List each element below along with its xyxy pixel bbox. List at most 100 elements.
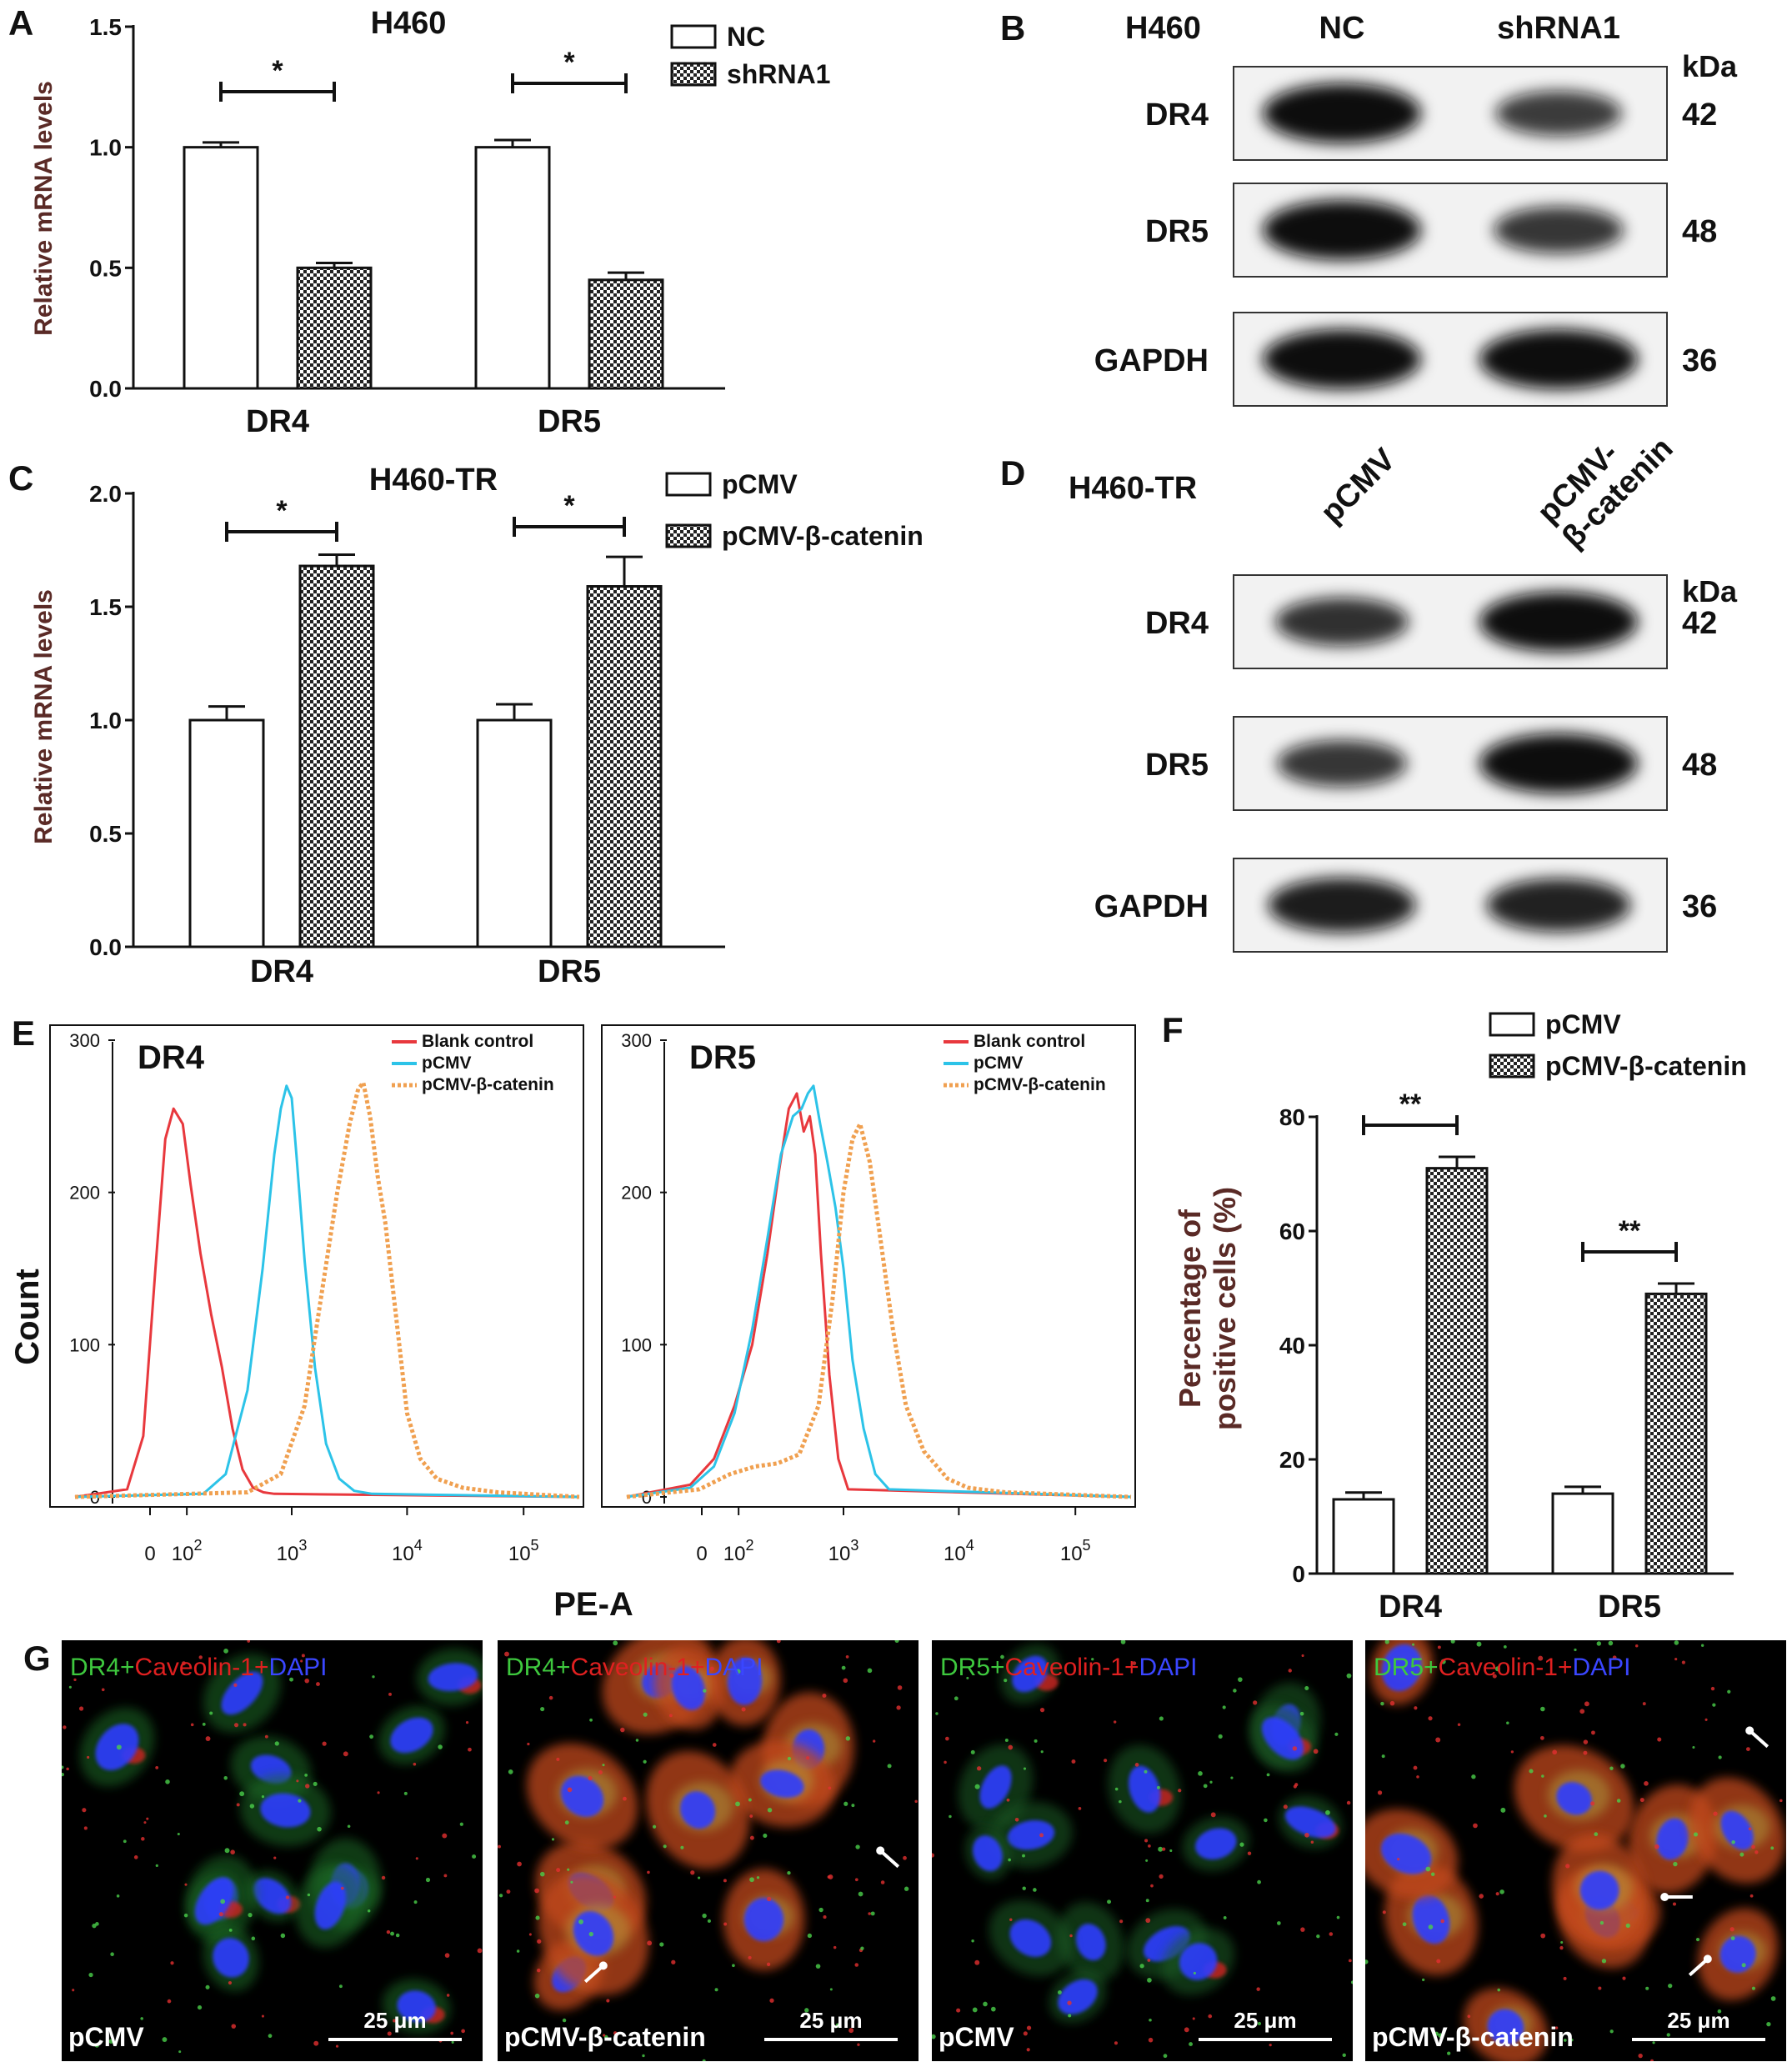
puncta: [1162, 1847, 1166, 1851]
puncta: [1350, 1980, 1353, 1984]
y-tick-label: 1.5: [89, 594, 122, 620]
panel-b: B H460 NC shRNA1 kDa DR4 42 DR5 48 GAPDH 36: [984, 0, 1792, 433]
protein-band: [1479, 592, 1638, 652]
x-category-label: DR4: [250, 954, 313, 989]
puncta: [183, 1913, 188, 1918]
puncta: [340, 1886, 344, 1890]
y-tick-label: 0.5: [89, 821, 122, 847]
y-tick-label: 200: [621, 1183, 652, 1204]
bar: [1551, 1492, 1614, 1575]
puncta: [1645, 1986, 1649, 1990]
puncta: [1559, 1945, 1564, 1950]
puncta: [1729, 1927, 1734, 1932]
puncta: [347, 1824, 351, 1829]
cell-layer: [62, 1640, 483, 2054]
scale-bar-label: 25 μm: [1667, 2008, 1729, 2033]
unit-label: kDa: [1682, 49, 1738, 83]
puncta: [190, 1723, 194, 1727]
puncta: [369, 1734, 374, 1739]
panel-svg: F 0 20 40 60 80 Percentage of positive cells (%…: [1162, 1009, 1747, 1624]
puncta: [1381, 1754, 1385, 1759]
bar: [183, 146, 259, 390]
puncta: [300, 1659, 303, 1663]
puncta: [506, 1889, 511, 1894]
puncta: [459, 1822, 463, 1826]
puncta: [413, 1900, 418, 1904]
nucleus-dapi: [213, 1938, 249, 1978]
cell-line-label: H460-TR: [1069, 471, 1197, 506]
legend-swatch: [1489, 1012, 1535, 1037]
puncta: [548, 1695, 553, 1700]
nucleus-dapi: [314, 1881, 347, 1929]
puncta: [66, 1767, 69, 1771]
puncta: [1428, 1716, 1433, 1721]
puncta: [1492, 1674, 1497, 1679]
puncta: [1039, 1833, 1044, 1838]
puncta: [1673, 1861, 1678, 1867]
puncta: [880, 1880, 885, 1884]
panel-d: DH460-TRpCMVpCMVpCMV-β-cateninpCMV-β-cat…: [984, 431, 1792, 992]
cell-line-label: H460: [1125, 11, 1201, 46]
nucleus-dapi: [727, 1657, 763, 1705]
lane-label-group: pCMV-β-catenin: [1531, 431, 1680, 555]
puncta: [870, 1911, 875, 1916]
puncta: [1644, 1780, 1649, 1786]
puncta: [1310, 1840, 1314, 1844]
x-tick-label: 105: [508, 1537, 539, 1565]
legend-label: pCMV-β-catenin: [422, 1075, 554, 1094]
nucleus-dapi: [221, 1671, 263, 1715]
puncta: [606, 1999, 610, 2003]
stain-label-part: Caveolin-1+: [1005, 1654, 1139, 1681]
puncta: [477, 1948, 483, 1954]
panel-label: G: [23, 1639, 51, 1678]
protein-label: DR5: [1145, 214, 1209, 249]
puncta: [935, 1712, 939, 1715]
significance-marker: *: [563, 490, 575, 522]
puncta: [1014, 1817, 1019, 1822]
puncta: [769, 1998, 774, 2003]
puncta: [567, 1868, 570, 1871]
puncta: [1113, 1720, 1117, 1724]
puncta: [903, 1855, 907, 1860]
puncta: [787, 1870, 791, 1875]
nucleus-dapi: [1579, 1870, 1619, 1910]
protein-band: [1486, 878, 1631, 933]
nucleus-dapi: [1009, 1919, 1052, 1957]
puncta: [72, 1989, 75, 1992]
puncta: [198, 1655, 203, 1659]
legend-label: pCMV: [1545, 1009, 1621, 1039]
puncta: [904, 1886, 909, 1891]
puncta: [851, 1804, 855, 1808]
x-category-label: DR5: [538, 404, 601, 439]
puncta: [141, 1837, 145, 1841]
puncta: [1594, 1832, 1599, 1837]
puncta: [1540, 1706, 1545, 1712]
nucleus-dapi: [1487, 2009, 1524, 2045]
x-tick-label: 0: [144, 1543, 155, 1565]
puncta: [1766, 2021, 1771, 2027]
puncta: [1713, 1811, 1718, 1816]
protein-band: [1495, 90, 1622, 137]
puncta: [498, 1894, 503, 1898]
puncta: [223, 1648, 228, 1654]
puncta: [712, 1743, 717, 1747]
puncta: [465, 1721, 469, 1724]
puncta: [983, 2001, 988, 2007]
puncta: [1039, 1707, 1045, 1713]
puncta: [116, 1744, 122, 1750]
puncta: [749, 1835, 754, 1840]
puncta: [338, 1984, 343, 1989]
puncta: [443, 1874, 448, 1878]
puncta: [1023, 2031, 1028, 2036]
puncta: [316, 1682, 320, 1687]
puncta: [1104, 1759, 1108, 1763]
puncta: [1447, 2051, 1451, 2055]
x-tick-label: 104: [392, 1537, 423, 1565]
puncta: [393, 2019, 397, 2023]
puncta: [1609, 1766, 1614, 1770]
y-axis-label-line: Percentage of: [1173, 1209, 1207, 1408]
puncta: [1178, 1789, 1182, 1793]
kda-label: 42: [1682, 606, 1717, 641]
puncta: [822, 1694, 827, 1699]
panel-label: B: [1000, 8, 1025, 48]
